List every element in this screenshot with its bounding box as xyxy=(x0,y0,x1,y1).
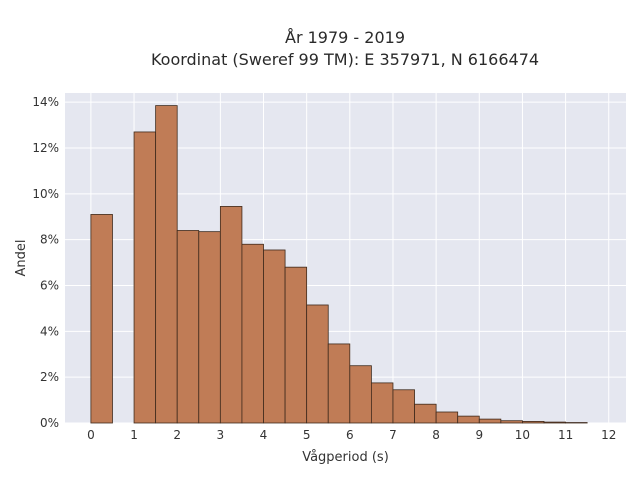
x-tick-label: 11 xyxy=(558,428,573,442)
histogram-bar xyxy=(306,304,329,424)
chart-subtitle: Koordinat (Sweref 99 TM): E 357971, N 61… xyxy=(150,50,540,69)
x-tick-label: 5 xyxy=(303,428,311,442)
chart-title: År 1979 - 2019 xyxy=(285,28,405,47)
histogram-bar xyxy=(176,230,200,424)
histogram-bar xyxy=(284,266,308,424)
histogram-bar xyxy=(349,365,372,424)
x-tick-label: 3 xyxy=(217,428,225,442)
histogram-bar xyxy=(155,105,178,424)
histogram-bar xyxy=(133,131,157,424)
y-tick-label: 4% xyxy=(40,324,59,338)
x-tick-label: 7 xyxy=(389,428,397,442)
histogram-bar xyxy=(543,421,566,424)
x-tick-label: 9 xyxy=(475,428,483,442)
y-tick-label: 12% xyxy=(32,141,59,155)
histogram-bar xyxy=(198,231,221,424)
x-tick-label: 6 xyxy=(346,428,354,442)
histogram-bar xyxy=(370,382,394,424)
histogram-bar xyxy=(219,206,243,424)
x-tick-label: 2 xyxy=(173,428,181,442)
histogram-bar xyxy=(478,418,502,424)
x-tick-label: 4 xyxy=(260,428,268,442)
histogram-bar xyxy=(414,403,437,424)
histogram-bar xyxy=(457,415,480,424)
histogram-bar xyxy=(392,389,415,424)
y-tick-label: 14% xyxy=(32,95,59,109)
y-tick-label: 10% xyxy=(32,187,59,201)
histogram-bar xyxy=(500,420,523,424)
x-tick-label: 10 xyxy=(515,428,530,442)
histogram-bar xyxy=(327,343,351,424)
x-tick-label: 0 xyxy=(87,428,95,442)
y-axis-label: Andel xyxy=(14,240,29,277)
x-tick-label: 1 xyxy=(130,428,138,442)
x-axis-ticks: 0 1 2 3 4 5 6 7 8 9 10 11 12 xyxy=(87,428,616,442)
y-axis-ticks: 0% 2% 4% 6% 8% 10% 12% 14% xyxy=(32,95,59,430)
histogram-bar xyxy=(241,243,264,424)
x-tick-label: 8 xyxy=(432,428,440,442)
x-tick-label: 12 xyxy=(601,428,616,442)
x-axis-label: Vågperiod (s) xyxy=(302,450,389,465)
histogram-bar xyxy=(522,420,545,424)
histogram-bar xyxy=(263,249,286,424)
histogram-bar xyxy=(90,214,113,424)
y-tick-label: 0% xyxy=(40,416,59,430)
histogram-bar xyxy=(435,411,459,424)
y-tick-label: 2% xyxy=(40,370,59,384)
y-tick-label: 6% xyxy=(40,279,59,293)
y-tick-label: 8% xyxy=(40,233,59,247)
bars-group xyxy=(90,105,588,424)
